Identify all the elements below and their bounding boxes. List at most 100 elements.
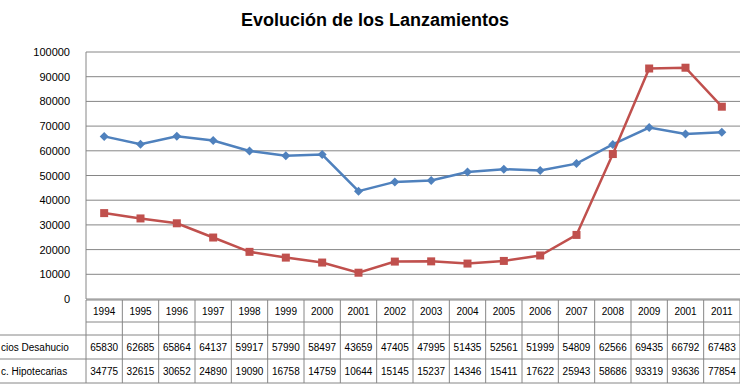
table-line xyxy=(594,300,595,383)
x-tick-label: 1994 xyxy=(93,306,116,317)
marker xyxy=(354,187,363,196)
marker xyxy=(390,177,399,186)
marker xyxy=(100,209,108,217)
marker xyxy=(209,234,217,242)
data-label: 43659 xyxy=(345,342,373,353)
x-tick-label: 2000 xyxy=(311,306,334,317)
grid-line xyxy=(86,299,740,300)
x-tick-label: 2004 xyxy=(456,306,479,317)
data-label: 65864 xyxy=(163,342,191,353)
data-label: 64137 xyxy=(199,342,227,353)
series-line xyxy=(104,68,722,273)
table-line xyxy=(485,300,486,383)
marker xyxy=(427,176,436,185)
series-line xyxy=(104,127,722,191)
x-tick-label: 2009 xyxy=(638,306,661,317)
y-tick-label: 70000 xyxy=(39,120,70,132)
chart-svg: Evolución de los Lanzamientos01000020000… xyxy=(0,0,740,389)
data-label: 52561 xyxy=(490,342,518,353)
marker xyxy=(682,64,690,72)
data-label: 17622 xyxy=(526,366,554,377)
table-line xyxy=(304,300,305,383)
marker xyxy=(500,257,508,265)
grid-line xyxy=(86,150,740,151)
data-label: 19090 xyxy=(236,366,264,377)
marker xyxy=(282,254,290,262)
data-label: 14759 xyxy=(308,366,336,377)
data-label: 62685 xyxy=(127,342,155,353)
y-tick-label: 90000 xyxy=(39,71,70,83)
data-label: 51435 xyxy=(454,342,482,353)
grid-line xyxy=(86,200,740,201)
data-label: 58686 xyxy=(599,366,627,377)
marker xyxy=(609,150,617,158)
marker xyxy=(645,123,654,132)
data-label: 47995 xyxy=(417,342,445,353)
marker xyxy=(172,132,181,141)
data-label: 62566 xyxy=(599,342,627,353)
y-tick-label: 60000 xyxy=(39,145,70,157)
x-tick-label: 1998 xyxy=(238,306,261,317)
data-label: 14346 xyxy=(454,366,482,377)
table-line xyxy=(0,383,740,384)
table-line xyxy=(0,335,740,336)
data-label: 67483 xyxy=(708,342,736,353)
y-tick-label: 20000 xyxy=(39,244,70,256)
marker xyxy=(318,259,326,267)
marker xyxy=(573,231,581,239)
x-tick-label: 2011 xyxy=(711,306,733,317)
data-label: 25943 xyxy=(563,366,591,377)
marker xyxy=(718,103,726,111)
y-tick-label: 80000 xyxy=(39,95,70,107)
plot-area xyxy=(100,64,727,277)
data-label: 34775 xyxy=(90,366,118,377)
legend-label: cios Desahucio xyxy=(1,342,69,353)
table-line xyxy=(267,300,268,383)
x-tick-label: 2001 xyxy=(347,306,370,317)
grid-line xyxy=(86,126,740,127)
data-label: 32615 xyxy=(127,366,155,377)
x-tick-label: 1999 xyxy=(275,306,298,317)
x-tick-label: 2001 xyxy=(674,306,697,317)
x-tick-label: 2008 xyxy=(602,306,625,317)
data-label: 47405 xyxy=(381,342,409,353)
data-label: 24890 xyxy=(199,366,227,377)
data-label: 15411 xyxy=(490,366,518,377)
x-tick-label: 2005 xyxy=(493,306,516,317)
table-line xyxy=(158,300,159,383)
marker xyxy=(318,150,327,159)
table-line xyxy=(413,300,414,383)
x-tick-label: 1996 xyxy=(166,306,189,317)
marker xyxy=(173,219,181,227)
table-line xyxy=(340,300,341,383)
marker xyxy=(209,136,218,145)
x-tick-label: 2006 xyxy=(529,306,552,317)
data-label: 15237 xyxy=(417,366,445,377)
marker xyxy=(136,140,145,149)
data-label: 54809 xyxy=(563,342,591,353)
marker xyxy=(355,269,363,277)
data-label: 10644 xyxy=(345,366,373,377)
grid-line xyxy=(86,249,740,250)
marker xyxy=(246,248,254,256)
marker xyxy=(499,165,508,174)
x-tick-label: 2002 xyxy=(384,306,407,317)
data-label: 16758 xyxy=(272,366,300,377)
table-line xyxy=(195,300,196,383)
marker xyxy=(536,166,545,175)
chart-root: Evolución de los Lanzamientos01000020000… xyxy=(0,0,740,389)
y-tick-label: 40000 xyxy=(39,194,70,206)
marker xyxy=(717,128,726,137)
grid-line xyxy=(86,76,740,77)
marker xyxy=(464,260,472,268)
data-label: 77854 xyxy=(708,366,736,377)
table-line xyxy=(558,300,559,383)
grid-line xyxy=(86,101,740,102)
y-tick-label: 50000 xyxy=(39,170,70,182)
x-tick-label: 2003 xyxy=(420,306,443,317)
table-line xyxy=(0,359,740,360)
marker xyxy=(245,147,254,156)
marker xyxy=(645,65,653,73)
x-tick-label: 1995 xyxy=(129,306,152,317)
data-label: 69435 xyxy=(635,342,663,353)
